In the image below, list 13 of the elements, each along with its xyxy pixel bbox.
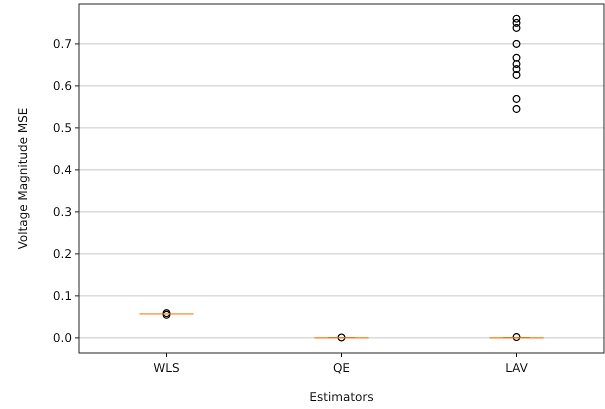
y-tick-label: 0.3 xyxy=(52,205,72,220)
x-tick-label: WLS xyxy=(153,361,180,375)
y-tick-label: 0.4 xyxy=(52,163,72,178)
x-tick-label: LAV xyxy=(505,361,529,375)
y-tick-label: 0.2 xyxy=(52,247,72,262)
y-tick-label: 0.6 xyxy=(52,79,72,94)
y-axis-title: Voltage Magnitude MSE xyxy=(16,108,30,250)
y-tick-label: 0.0 xyxy=(52,331,72,346)
x-tick-label: QE xyxy=(332,361,350,375)
y-tick-label: 0.7 xyxy=(52,37,72,52)
x-axis-title: Estimators xyxy=(309,390,374,404)
y-tick-label: 0.5 xyxy=(52,121,72,136)
y-tick-label: 0.1 xyxy=(52,289,72,304)
